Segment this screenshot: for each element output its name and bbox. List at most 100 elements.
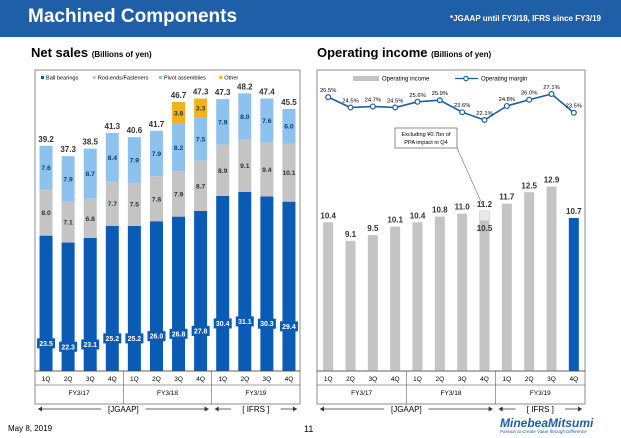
net-sales-bar-1-5 xyxy=(149,176,163,222)
net-sales-bar-2-2 xyxy=(83,148,97,199)
net-sales-bar-2-7 xyxy=(194,117,208,161)
net-sales-bar-2-10 xyxy=(260,98,274,143)
oi-quarter-1: 2Q xyxy=(346,376,355,383)
oi-value-8: 11.7 xyxy=(499,193,515,202)
oi-std-label-0: [JGAAP] xyxy=(391,405,422,414)
net-sales-bar-2-5 xyxy=(149,130,163,177)
net-sales-bar-2-1 xyxy=(61,156,75,202)
net-sales-value-0-10: 30.3 xyxy=(260,321,274,328)
net-sales-value-0-3: 25.2 xyxy=(105,336,119,343)
net-sales-quarter-11: 4Q xyxy=(285,376,294,383)
oi-margin-marker-6 xyxy=(459,109,466,116)
net-sales-value-2-6: 8.2 xyxy=(174,145,184,152)
net-sales-value-1-3: 7.7 xyxy=(108,201,118,208)
title-bar: Machined Components *JGAAP until FY3/18,… xyxy=(0,0,621,37)
net-sales-bar-1-11 xyxy=(282,143,296,202)
net-sales-legend-swatch-2 xyxy=(158,76,162,79)
net-sales-value-1-1: 7.1 xyxy=(63,220,73,227)
oi-bar-4 xyxy=(412,222,423,371)
page-title: Machined Components xyxy=(28,6,238,27)
net-sales-value-1-4: 7.5 xyxy=(130,202,140,209)
oi-value-10: 12.9 xyxy=(544,176,560,185)
net-sales-fy-label-1: FY3/18 xyxy=(157,390,178,397)
net-sales-fy-label-2: FY3/19 xyxy=(245,390,266,397)
net-sales-total-10: 47.4 xyxy=(259,88,275,97)
net-sales-value-0-9: 31.1 xyxy=(238,319,252,326)
oi-margin-marker-1 xyxy=(347,104,354,111)
oi-margin-marker-9 xyxy=(526,96,533,103)
footer-date: May 8, 2019 xyxy=(8,424,53,433)
net-sales-label-bg-1 xyxy=(59,341,78,352)
net-sales-label-bg-11 xyxy=(279,321,298,332)
net-sales-value-1-7: 8.7 xyxy=(196,183,206,190)
net-sales-bar-1-10 xyxy=(260,142,274,197)
net-sales-bar-0-5 xyxy=(149,221,163,371)
net-sales-fy-label-0: FY3/17 xyxy=(69,390,90,397)
net-sales-total-11: 45.5 xyxy=(281,98,297,107)
net-sales-bar-0-9 xyxy=(238,191,252,371)
net-sales-bar-0-10 xyxy=(260,196,274,371)
net-sales-bar-2-0 xyxy=(39,145,53,190)
oi-margin-label-8: 24.8% xyxy=(499,97,515,103)
oi-value-5: 10.8 xyxy=(432,206,448,215)
net-sales-value-0-7: 27.8 xyxy=(194,328,208,335)
net-sales-value-0-4: 25.2 xyxy=(128,336,142,343)
net-sales-value-2-5: 7.9 xyxy=(152,151,162,158)
net-sales-total-0: 39.2 xyxy=(38,135,54,144)
oi-bar-7 xyxy=(479,220,490,371)
oi-margin-label-4: 25.6% xyxy=(409,93,425,99)
oi-bar-3 xyxy=(390,226,401,371)
oi-quarter-5: 2Q xyxy=(435,376,444,383)
oi-value-1: 9.1 xyxy=(345,230,357,239)
net-sales-bar-1-3 xyxy=(105,181,119,226)
net-sales-bar-0-7 xyxy=(194,210,208,371)
oi-quarter-9: 2Q xyxy=(525,376,534,383)
net-sales-bar-1-7 xyxy=(194,160,208,211)
oi-margin-label-10: 27.1% xyxy=(543,85,559,91)
oi-annotation-line-1: Excluding ¥0.7bn of xyxy=(401,132,451,138)
net-sales-bar-2-11 xyxy=(282,108,296,144)
net-sales-bar-0-2 xyxy=(83,237,97,371)
net-sales-bar-2-9 xyxy=(238,93,252,140)
net-sales-label-bg-7 xyxy=(191,325,210,336)
oi-std-arrow-b-0 xyxy=(488,406,493,412)
net-sales-label-bg-6 xyxy=(169,328,188,339)
oi-bar-11 xyxy=(568,217,579,371)
oi-std-label-1: [ IFRS ] xyxy=(527,405,554,414)
net-sales-quarter-6: 3Q xyxy=(174,376,183,383)
operating-income-title-text: Operating income xyxy=(317,45,428,60)
net-sales-bar-0-4 xyxy=(127,225,141,371)
net-sales-bar-2-3 xyxy=(105,133,119,182)
net-sales-value-1-0: 8.0 xyxy=(41,210,51,217)
net-sales-value-1-11: 10.1 xyxy=(282,170,295,177)
net-sales-bar-3-7 xyxy=(194,98,208,118)
net-sales-title-text: Net sales xyxy=(31,45,89,60)
net-sales-bar-0-1 xyxy=(61,242,75,371)
net-sales-total-3: 41.3 xyxy=(105,122,121,131)
net-sales-value-0-6: 26.8 xyxy=(172,331,186,338)
oi-value-6: 11.0 xyxy=(455,203,471,212)
oi-bar-adjusted-portion xyxy=(479,210,490,222)
oi-margin-marker-4 xyxy=(414,98,421,105)
net-sales-bar-2-6 xyxy=(172,123,186,172)
net-sales-std-arrow-a-1 xyxy=(214,406,219,412)
net-sales-value-2-4: 7.9 xyxy=(130,157,140,164)
oi-axis-box xyxy=(316,370,586,405)
net-sales-value-0-8: 30.4 xyxy=(216,321,230,328)
net-sales-total-9: 48.2 xyxy=(237,82,253,91)
oi-value-9: 12.5 xyxy=(521,181,537,190)
net-sales-std-arrow-a-0 xyxy=(38,406,42,412)
operating-income-title: Operating income (Billions of yen) xyxy=(317,45,491,60)
net-sales-value-0-1: 22.3 xyxy=(61,344,75,351)
logo-name: MinebeaMitsumi xyxy=(500,416,594,430)
net-sales-label-bg-3 xyxy=(103,333,122,344)
net-sales-bar-2-8 xyxy=(216,99,230,145)
net-sales-value-2-2: 8.7 xyxy=(85,171,95,178)
net-sales-std-arrow-b-0 xyxy=(204,406,209,412)
net-sales-std-arrow-b-1 xyxy=(293,406,297,412)
oi-margin-label-9: 26.0% xyxy=(521,91,537,97)
oi-bar-10 xyxy=(546,186,557,371)
net-sales-value-1-10: 9.4 xyxy=(262,167,272,174)
net-sales-bar-1-6 xyxy=(172,171,186,217)
oi-bar-0 xyxy=(323,222,334,371)
